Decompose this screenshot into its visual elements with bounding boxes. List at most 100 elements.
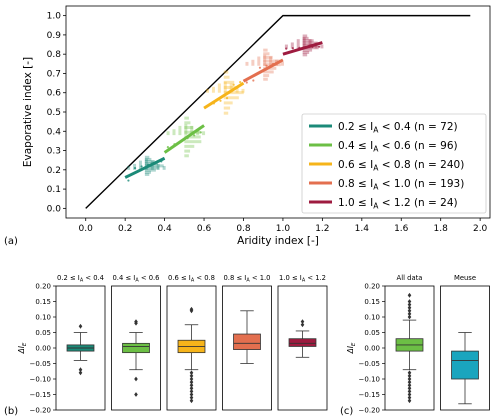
outlier-marker xyxy=(189,373,194,379)
box-iqr xyxy=(233,333,261,350)
outlier-marker xyxy=(407,299,412,304)
histogram-bar xyxy=(184,126,194,130)
histogram-bar xyxy=(269,56,273,66)
y-tick-label: 0.05 xyxy=(364,329,380,337)
data-point xyxy=(317,45,321,48)
histogram-bar xyxy=(144,172,150,176)
histogram-bar xyxy=(302,50,310,54)
x-tick-label: 1.2 xyxy=(315,224,329,234)
data-point xyxy=(285,47,288,50)
outlier-marker xyxy=(134,376,138,382)
legend-entry: 0.6 ≤ IA < 0.8 (n = 240) xyxy=(338,159,464,173)
subplot-title: 1.0 ≤ IA < 1.2 xyxy=(279,274,326,284)
y-tick-label: 0.7 xyxy=(47,69,61,79)
outlier-marker xyxy=(407,385,412,391)
y-tick-label: 0.20 xyxy=(35,283,51,291)
subplot-title: 0.6 ≤ IA < 0.8 xyxy=(168,274,215,284)
y-tick-label: 0.20 xyxy=(364,283,380,291)
histogram-bar xyxy=(284,44,288,49)
histogram-bar xyxy=(235,86,239,93)
subplot-frame xyxy=(277,285,328,411)
histogram-bar xyxy=(223,91,244,95)
data-point xyxy=(291,47,294,50)
subplot-frame xyxy=(166,285,217,411)
histogram-bar xyxy=(223,81,227,93)
outlier-marker xyxy=(407,292,412,298)
y-tick-label: 0.10 xyxy=(364,314,380,322)
x-tick-label: 0.4 xyxy=(157,224,172,234)
y-tick-label: −0.15 xyxy=(359,391,380,399)
histogram-bar xyxy=(302,48,313,52)
y-tick-label: 0.00 xyxy=(35,345,51,353)
outlier-marker xyxy=(300,322,305,328)
panel-b-boxplots: 0.20 0.15 0.10 0.05 0.00 −0.05 −0.10 −0.15 −0.20… xyxy=(17,274,328,415)
legend-entry: 1.0 ≤ IA < 1.2 (n = 24) xyxy=(338,197,458,211)
histogram-bar xyxy=(263,70,274,74)
histogram-bar xyxy=(290,42,294,49)
histogram-bar xyxy=(144,164,164,168)
histogram-bar xyxy=(144,170,152,174)
histogram-bar xyxy=(308,39,312,49)
y-tick-label: −0.15 xyxy=(30,391,51,399)
x-tick-label: 0.0 xyxy=(79,224,94,234)
histogram-bar xyxy=(241,88,245,93)
histogram-bar xyxy=(156,163,160,170)
histogram-bar xyxy=(196,129,200,136)
histogram-bar xyxy=(144,157,152,161)
subplot-frame xyxy=(384,285,435,411)
energy-water-limit-line xyxy=(85,14,471,209)
histogram-bar xyxy=(302,37,306,49)
fit-line xyxy=(203,81,245,110)
histogram-bar xyxy=(184,149,191,153)
outlier-marker xyxy=(407,311,412,317)
box-iqr xyxy=(122,342,150,354)
histogram-bar xyxy=(263,55,273,59)
histogram-bar xyxy=(166,131,170,136)
outlier-marker xyxy=(78,370,83,376)
outlier-marker xyxy=(189,398,194,404)
histogram-bar xyxy=(184,121,191,125)
histogram-bar xyxy=(302,39,314,43)
outlier-marker xyxy=(78,323,83,329)
fit-line xyxy=(282,41,323,56)
outlier-marker xyxy=(407,398,412,404)
histogram-bar xyxy=(144,155,150,159)
data-point xyxy=(199,131,202,134)
x-tick-label: 0.8 xyxy=(236,224,251,234)
data-point xyxy=(166,146,169,149)
x-tick-label: 2.0 xyxy=(473,224,488,234)
histogram-bar xyxy=(263,52,270,56)
histogram-bar xyxy=(263,48,268,52)
outlier-marker xyxy=(300,319,305,325)
data-point xyxy=(265,64,268,67)
x-tick-label: 0.6 xyxy=(197,224,212,234)
outlier-marker xyxy=(189,370,194,376)
histogram-bar xyxy=(184,144,195,148)
subplot-title: All data xyxy=(397,274,423,282)
data-point xyxy=(232,83,235,86)
panel-label-c: (c) xyxy=(340,406,353,417)
histogram-bar xyxy=(202,131,206,136)
histogram-bar xyxy=(302,41,318,45)
outlier-marker xyxy=(407,373,412,379)
histogram-bar xyxy=(223,70,229,74)
outlier-marker xyxy=(407,302,412,307)
data-point xyxy=(127,179,130,182)
histogram-bar xyxy=(229,83,233,93)
subplot-title: 0.8 ≤ IA < 1.0 xyxy=(223,274,270,284)
histogram-bar xyxy=(223,85,238,89)
y-tick-label: −0.10 xyxy=(30,376,51,384)
histogram-bar xyxy=(127,165,131,170)
histogram-bar xyxy=(302,36,309,40)
y-tick-label: 0.00 xyxy=(364,345,380,353)
y-tick-label: −0.05 xyxy=(30,360,51,368)
y-tick-label: 0.3 xyxy=(47,147,61,157)
y-tick-label: 0.6 xyxy=(47,89,62,99)
histogram-bar xyxy=(184,135,201,139)
histogram-bar xyxy=(302,46,319,50)
subplot-frame xyxy=(55,285,106,411)
histogram-bar xyxy=(263,77,268,81)
box-iqr xyxy=(288,338,317,347)
histogram-bar xyxy=(223,111,229,115)
y-axis-label: Evaporative index [-] xyxy=(22,57,34,167)
